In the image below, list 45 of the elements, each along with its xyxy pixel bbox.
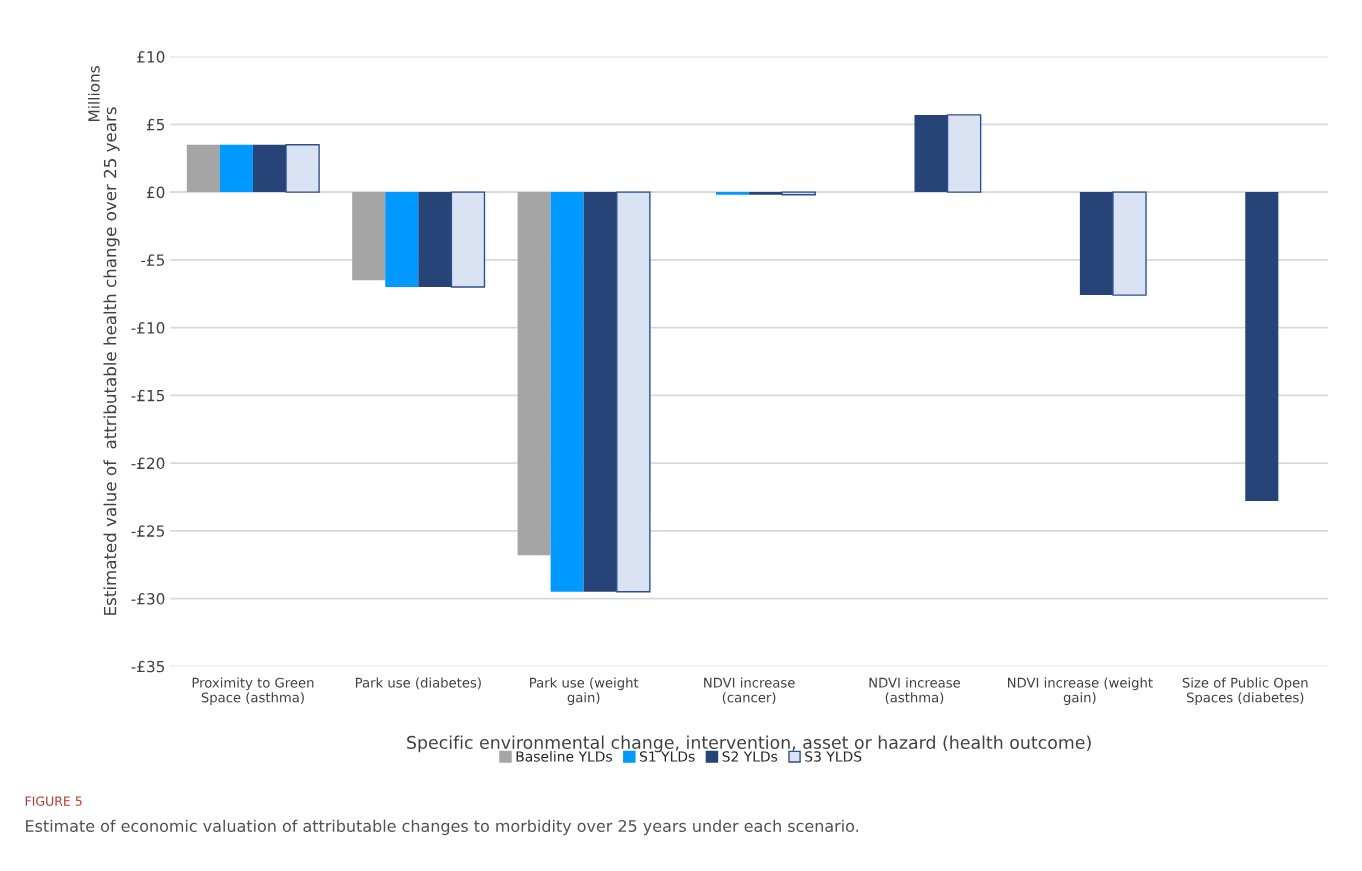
text: Estimate of economic valuation of attributable changes to morbidity over 25 years under each scenario.: [26, 819, 858, 836]
y-axis-title: Estimated value of attributable health change over 25 years: [103, 107, 120, 615]
bar: [716, 192, 750, 195]
legend-label: S2 YLDs: [722, 751, 778, 762]
bar: [749, 192, 783, 195]
bar: [385, 192, 419, 287]
y-tick-label: -£30: [131, 593, 165, 605]
legend-label: S1 YLDs: [639, 751, 695, 762]
bar: [1112, 191, 1147, 296]
bar: [450, 191, 486, 288]
y-tick-label: -£10: [131, 322, 165, 334]
bar: [914, 114, 948, 193]
bar: [186, 144, 220, 193]
y-tick-label: -£25: [131, 525, 165, 537]
bar: [517, 192, 551, 556]
y-tick-label: -£35: [131, 660, 165, 673]
y-tick-label: -£15: [131, 389, 165, 402]
legend-label: Baseline YLDs: [516, 750, 612, 762]
y-tick-label: £10: [137, 51, 165, 63]
y-tick-label: £0: [146, 186, 165, 199]
bar: [550, 192, 584, 592]
x-tick-label: NDVI increase (cancer): [704, 677, 795, 704]
legend-label: S3 YLDS: [805, 751, 862, 762]
x-tick-label: NDVI increase (asthma): [869, 677, 961, 704]
bar: [418, 192, 452, 287]
bar: [1245, 192, 1279, 502]
bar: [583, 192, 617, 592]
bar: [352, 192, 386, 281]
bar: [946, 114, 982, 193]
bar: [219, 144, 253, 193]
y-tick-label: -£5: [141, 254, 165, 266]
x-tick-label: NDVI increase (weight gain): [1007, 677, 1153, 705]
y-tick-label: -£20: [131, 457, 165, 470]
x-tick-label: Park use (weight gain): [530, 677, 639, 705]
y-tick-label: £5: [146, 118, 165, 131]
x-tick-label: Size of Public Open Spaces (diabetes): [1182, 677, 1308, 705]
bar: [285, 143, 320, 193]
bar: [1079, 192, 1113, 296]
bar: [252, 144, 287, 193]
text: FIGURE 5: [25, 796, 82, 806]
bar: [781, 191, 816, 196]
text: Millions: [87, 66, 100, 121]
bar: [616, 191, 651, 593]
x-tick-label: Park use (diabetes): [355, 677, 481, 690]
x-tick-label: Proximity to Green Space (asthma): [192, 677, 314, 705]
